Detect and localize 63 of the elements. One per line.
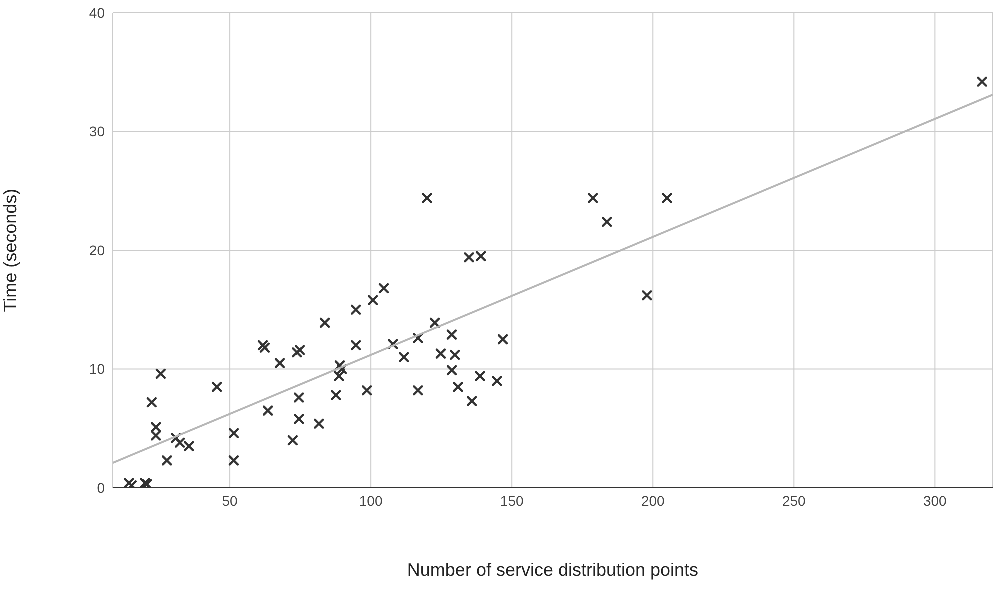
point [388,339,398,350]
point [475,371,486,382]
x-tick-label: 250 [782,492,806,509]
point [422,193,432,204]
point [171,433,182,444]
point [642,290,652,301]
point [334,360,346,371]
point [146,397,158,408]
point [228,456,240,466]
point [334,371,344,382]
x-tick-label: 150 [500,492,524,509]
point [331,390,342,400]
point [294,392,304,403]
point [212,382,222,392]
y-tick-label: 30 [89,124,106,140]
point [662,193,672,204]
point [288,435,298,446]
point [378,283,390,294]
y-tick-label: 20 [89,242,106,258]
point [292,348,302,358]
point [351,304,362,315]
point [351,340,362,351]
point [294,345,306,356]
point [294,414,304,424]
point [413,386,424,396]
point [320,318,330,328]
point [151,422,162,433]
point [446,330,458,340]
point [450,350,460,360]
point [274,358,286,368]
point [453,382,464,392]
point [263,406,274,416]
point [336,364,348,374]
y-axis-title: Time (seconds) [0,188,20,312]
point [314,418,324,429]
point [162,456,172,466]
point [446,365,458,376]
point [398,352,410,362]
point [362,386,372,396]
point [492,376,502,386]
point [124,478,134,488]
point [260,342,270,353]
point [602,216,612,228]
point [588,193,598,204]
point [156,368,166,380]
y-tick-label: 0 [97,480,106,496]
y-tick-label: 40 [89,4,106,21]
x-tick-label: 200 [641,492,666,509]
x-tick-label: 100 [359,492,383,509]
point [977,76,988,87]
point [413,333,424,344]
point [430,318,440,328]
point [466,396,478,406]
point [368,295,378,306]
x-tick-label: 50 [222,492,238,509]
x-axis-title: Number of service distribution points [407,560,699,580]
x-tick-label: 300 [924,492,948,509]
point [258,340,268,351]
point [228,428,240,438]
point [151,430,162,441]
point [498,334,508,345]
point [436,348,446,359]
y-tick-label: 10 [89,361,106,378]
